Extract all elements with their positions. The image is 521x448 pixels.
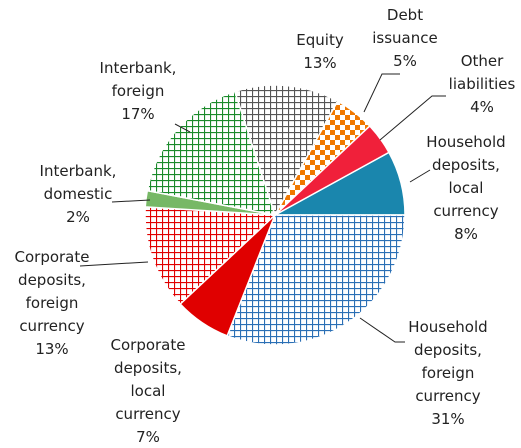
- slice: [274, 124, 390, 216]
- slice-label: Interbank, foreign: [100, 59, 177, 100]
- value-label: 13%: [303, 54, 336, 72]
- labels: Household deposits, local currency 8% Househo…: [15, 6, 516, 446]
- slice: [233, 84, 339, 217]
- slice-label: Other liabilities: [449, 52, 516, 93]
- pie: [144, 84, 406, 346]
- value-label: 31%: [431, 410, 464, 428]
- value-label: 17%: [121, 105, 154, 123]
- slice-label: Interbank, domestic: [40, 162, 117, 203]
- leader-line: [379, 95, 446, 141]
- slice-label: Equity: [296, 31, 344, 49]
- slice: [144, 206, 277, 306]
- leader-line: [111, 199, 151, 203]
- value-label: 13%: [35, 340, 68, 358]
- leader-line: [79, 261, 149, 267]
- leader-line: [409, 169, 431, 183]
- leader-line: [363, 73, 400, 113]
- slice: [146, 90, 277, 216]
- value-label: 4%: [470, 98, 494, 116]
- slice-label: Corporate deposits, local currency: [111, 336, 186, 423]
- value-label: 2%: [66, 208, 90, 226]
- value-label: 8%: [454, 225, 478, 243]
- slice: [226, 214, 406, 346]
- slice-label: Household deposits, local currency: [426, 133, 505, 220]
- value-label: 5%: [393, 52, 417, 70]
- value-label: 7%: [136, 428, 160, 446]
- slice-label: Household deposits, foreign currency: [408, 318, 487, 405]
- slice-label: Corporate deposits, foreign currency: [15, 248, 90, 335]
- leader-line: [174, 123, 191, 133]
- slice-label: Debt issuance: [372, 6, 437, 47]
- leader-line: [359, 317, 405, 343]
